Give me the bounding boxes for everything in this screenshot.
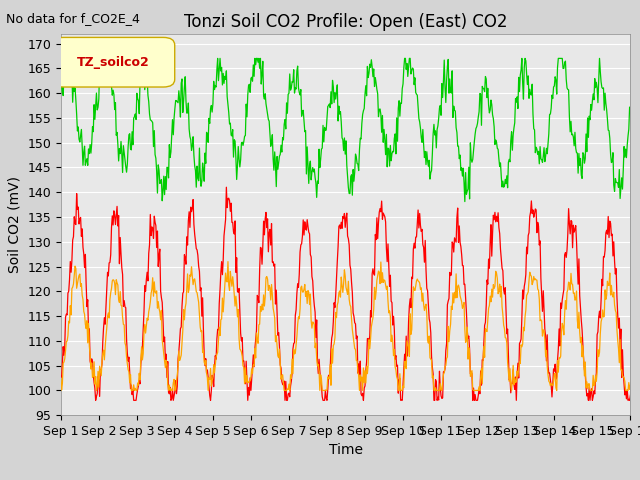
Text: TZ_soilco2: TZ_soilco2 — [77, 56, 150, 69]
Legend: -2cm, -4cm, -8cm: -2cm, -4cm, -8cm — [222, 475, 469, 480]
Text: No data for f_CO2E_4: No data for f_CO2E_4 — [6, 12, 140, 25]
Y-axis label: Soil CO2 (mV): Soil CO2 (mV) — [8, 176, 22, 273]
X-axis label: Time: Time — [328, 444, 363, 457]
Title: Tonzi Soil CO2 Profile: Open (East) CO2: Tonzi Soil CO2 Profile: Open (East) CO2 — [184, 12, 508, 31]
FancyBboxPatch shape — [52, 37, 175, 87]
